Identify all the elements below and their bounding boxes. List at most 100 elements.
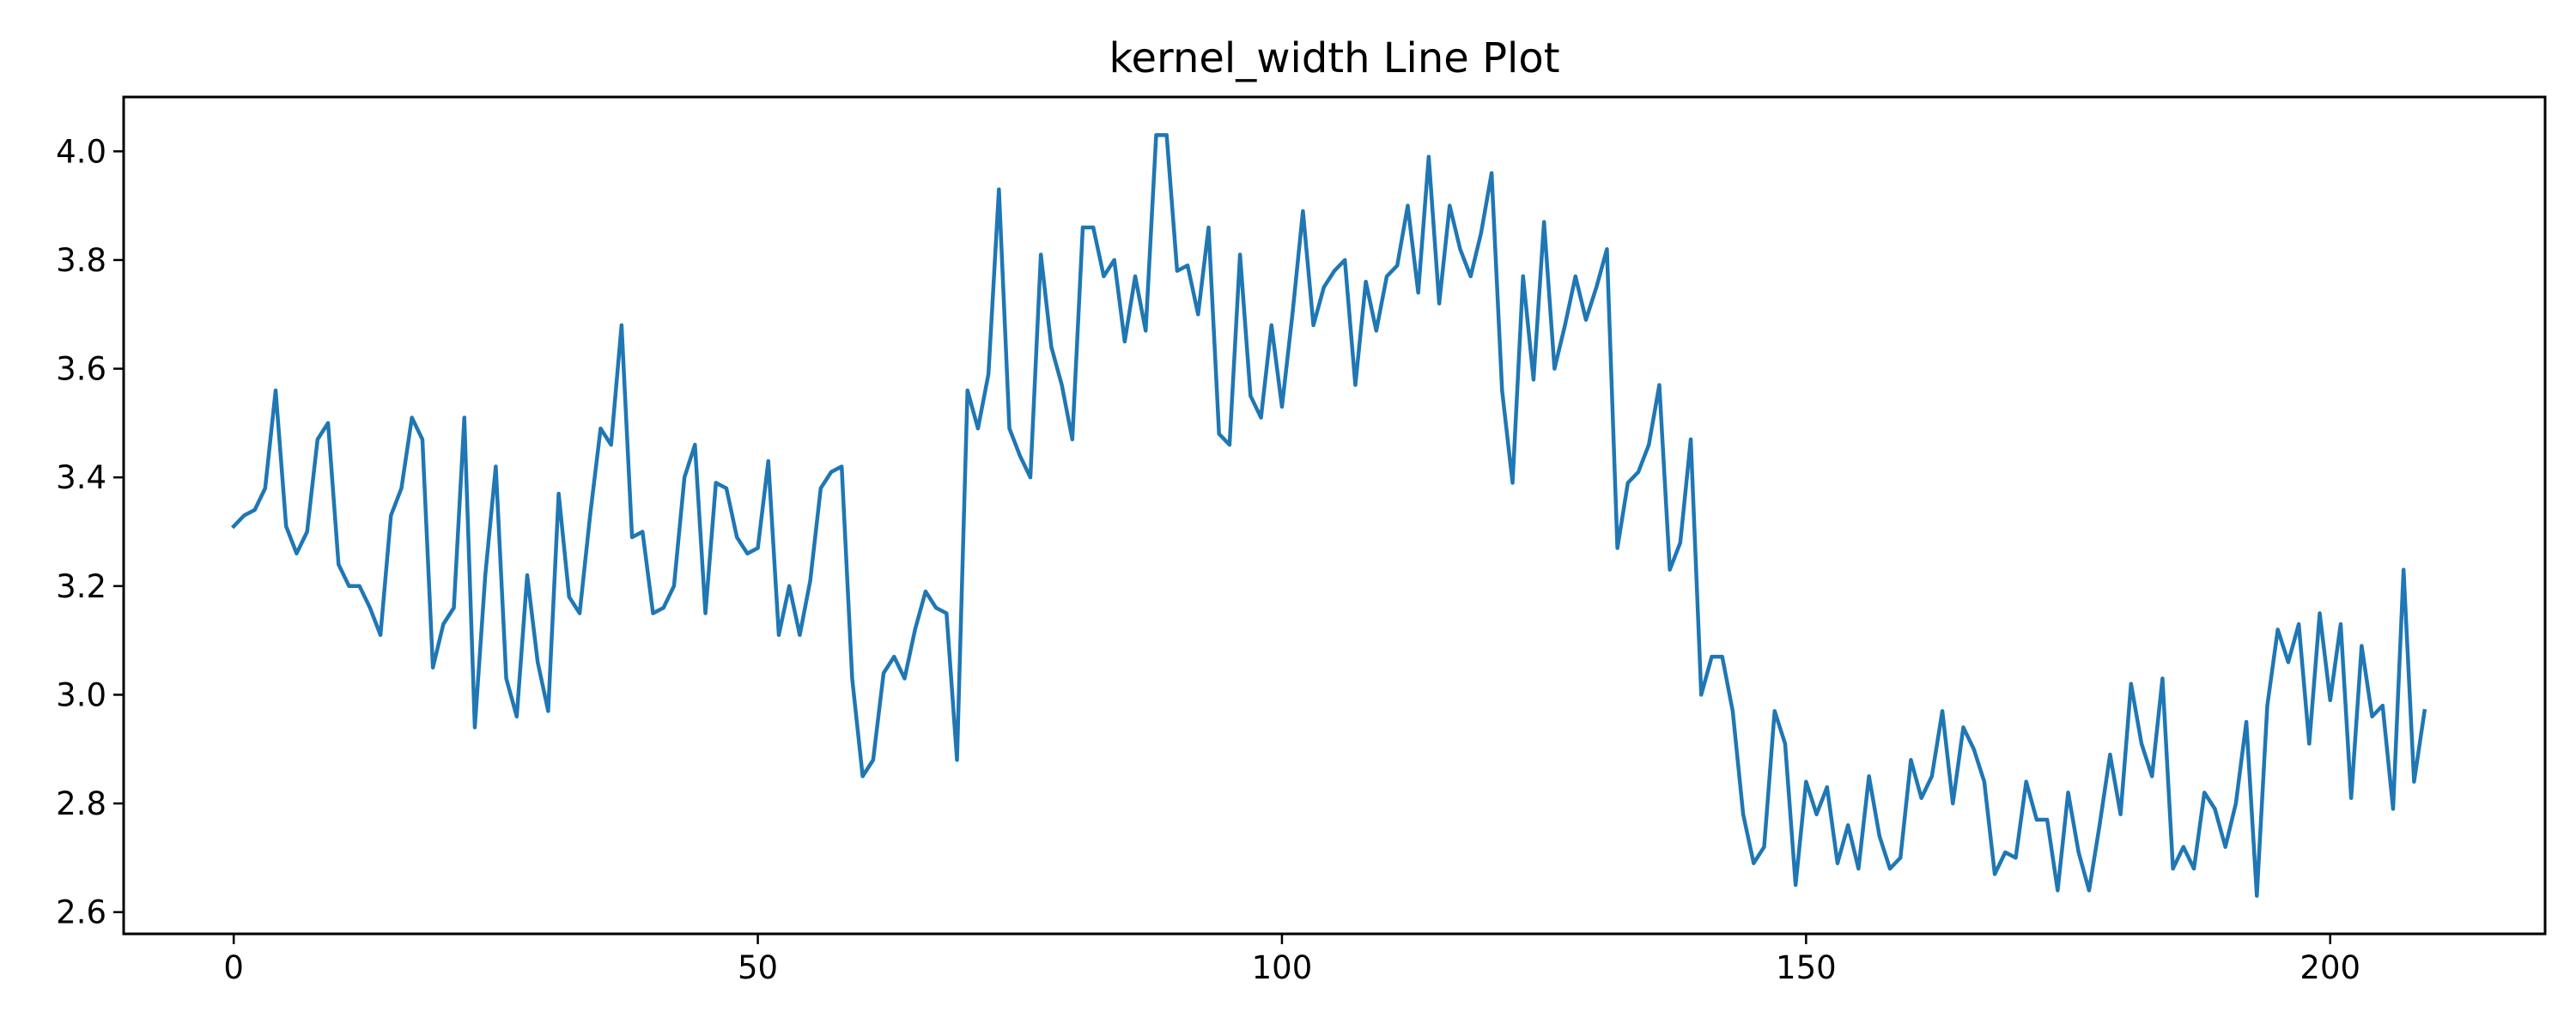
data-point — [1154, 133, 1158, 137]
data-point — [902, 676, 907, 681]
data-point — [671, 584, 676, 588]
data-point — [1133, 274, 1138, 278]
x-tick-label: 100 — [1252, 949, 1313, 986]
data-point — [263, 486, 267, 490]
x-tick-label: 150 — [1776, 949, 1837, 986]
data-point — [2108, 753, 2112, 757]
data-point — [2307, 742, 2312, 746]
data-point — [504, 676, 508, 681]
data-point — [1060, 383, 1064, 387]
data-point — [1929, 774, 1934, 779]
data-point — [955, 758, 959, 762]
data-point — [1164, 133, 1169, 137]
data-point — [389, 513, 393, 518]
data-point — [1919, 796, 1923, 800]
data-point — [2275, 627, 2280, 632]
data-point — [1583, 318, 1588, 322]
x-tick-label: 50 — [738, 949, 778, 986]
data-point — [1385, 274, 1389, 278]
data-point — [619, 323, 623, 327]
y-tick-label: 3.6 — [56, 351, 106, 388]
data-point — [1468, 274, 1473, 278]
data-point — [1888, 867, 1893, 871]
data-point — [1039, 252, 1043, 257]
data-point — [567, 595, 571, 599]
data-point — [1542, 220, 1546, 224]
data-point — [1689, 437, 1693, 441]
data-point — [1772, 709, 1777, 713]
y-tick-label: 3.2 — [56, 568, 106, 605]
data-point — [1668, 567, 1672, 572]
data-point — [829, 470, 834, 474]
data-point — [1448, 203, 1452, 208]
data-point — [808, 579, 812, 583]
data-point — [2213, 807, 2217, 811]
data-point — [399, 486, 404, 490]
data-point — [2318, 611, 2322, 615]
data-point — [724, 486, 728, 490]
data-point — [1971, 747, 1976, 751]
data-point — [472, 725, 477, 730]
data-point — [1122, 339, 1127, 343]
data-point — [2412, 779, 2416, 784]
data-point — [1814, 812, 1819, 816]
data-point — [787, 584, 792, 588]
data-point — [1437, 301, 1442, 306]
data-point — [1846, 823, 1850, 827]
data-point — [2265, 704, 2269, 708]
data-point — [357, 584, 361, 588]
data-point — [2328, 698, 2332, 702]
data-point — [2129, 682, 2133, 686]
data-point — [745, 551, 750, 555]
y-tick-label: 3.0 — [56, 676, 106, 713]
data-point — [1279, 404, 1284, 409]
data-point — [1804, 779, 1808, 784]
data-point — [1321, 285, 1326, 289]
data-point — [1175, 269, 1179, 273]
data-point — [1458, 247, 1462, 251]
data-point — [368, 606, 372, 610]
data-point — [2422, 709, 2427, 713]
data-point — [2014, 856, 2018, 860]
data-point — [1269, 323, 1273, 327]
y-tick-label: 4.0 — [56, 133, 106, 170]
data-point — [641, 530, 645, 534]
data-point — [536, 660, 540, 664]
data-point — [2066, 791, 2070, 795]
data-point — [2024, 779, 2028, 784]
data-point — [1196, 312, 1200, 317]
data-point — [1563, 323, 1567, 327]
data-point — [2223, 845, 2227, 849]
data-point — [1573, 274, 1577, 278]
data-point — [588, 513, 592, 518]
data-point — [1353, 383, 1358, 387]
data-point — [315, 437, 319, 441]
data-point — [1291, 312, 1295, 317]
data-point — [2402, 567, 2406, 572]
data-point — [934, 606, 939, 610]
data-point — [1531, 378, 1535, 382]
data-point — [232, 524, 236, 529]
data-point — [987, 372, 991, 376]
data-point — [661, 606, 665, 610]
data-series-line — [230, 133, 2427, 898]
data-point — [1049, 345, 1054, 349]
data-point — [1091, 225, 1096, 229]
data-point — [2056, 888, 2060, 893]
data-point — [526, 573, 529, 578]
y-tick-label: 3.8 — [56, 242, 106, 279]
data-point — [1333, 269, 1336, 273]
data-point — [2087, 888, 2091, 893]
data-point — [882, 671, 886, 676]
data-point — [242, 513, 246, 518]
data-point — [1762, 845, 1766, 849]
data-point — [1070, 437, 1074, 441]
data-point — [1206, 225, 1211, 229]
data-point — [1657, 383, 1662, 387]
plot-area-frame — [122, 95, 2547, 936]
x-axis-ticks: 0 50 100 150 200 — [223, 934, 2360, 986]
data-point — [683, 476, 687, 480]
data-point — [1343, 258, 1347, 262]
data-point — [2255, 894, 2259, 898]
data-point — [693, 443, 697, 447]
